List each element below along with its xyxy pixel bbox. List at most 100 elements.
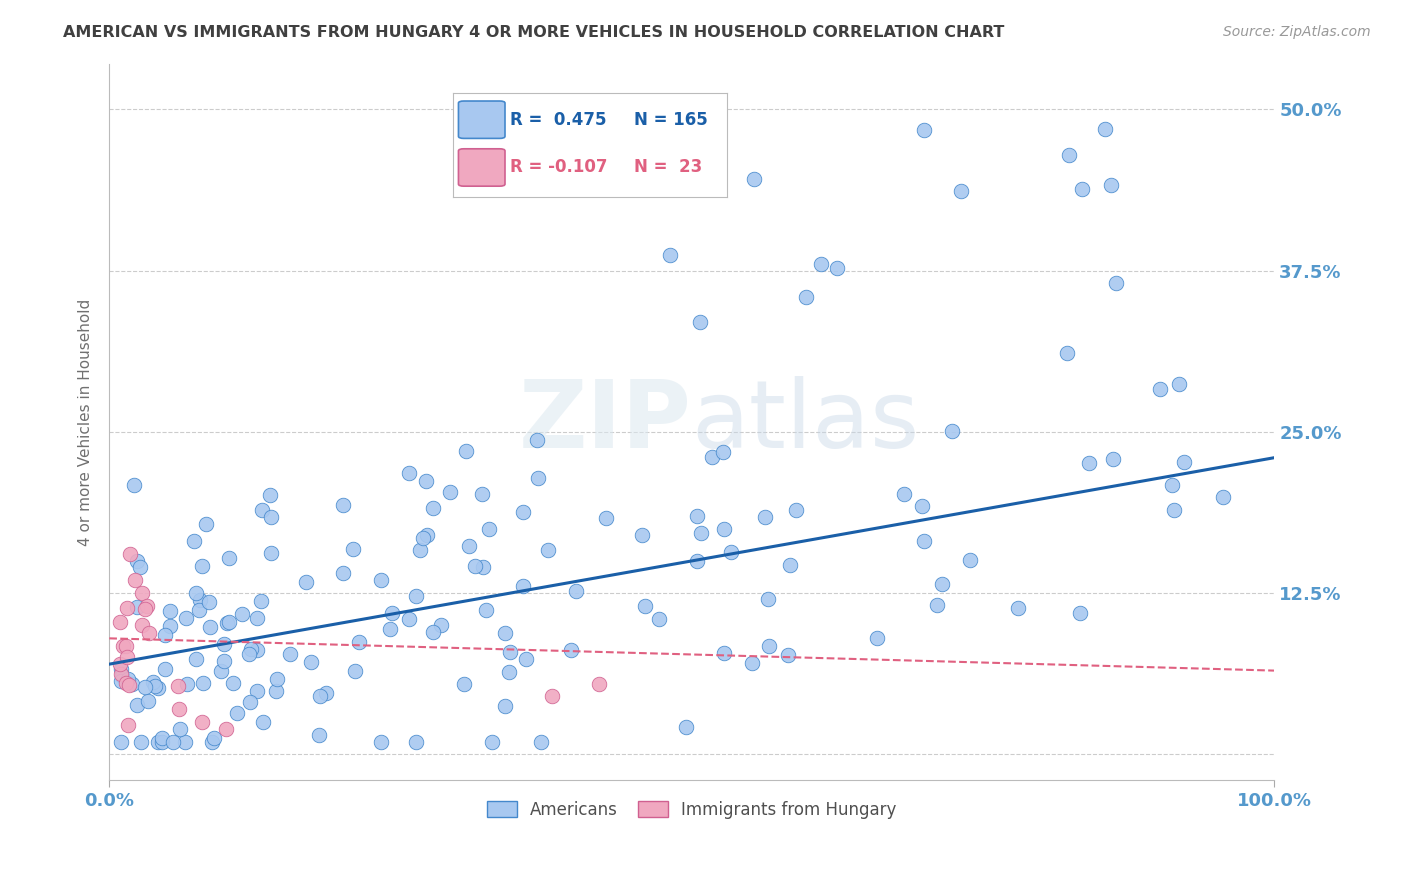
- Point: [246, 684, 269, 698]
- Point: [439, 484, 461, 499]
- Point: [176, 676, 198, 690]
- Point: [959, 553, 981, 567]
- Text: AMERICAN VS IMMIGRANTS FROM HUNGARY 4 OR MORE VEHICLES IN HOUSEHOLD CORRELATION : AMERICAN VS IMMIGRANTS FROM HUNGARY 4 OR…: [63, 25, 1005, 40]
- Point: [184, 586, 207, 600]
- Point: [464, 558, 486, 573]
- Point: [218, 550, 240, 565]
- Point: [332, 498, 354, 512]
- Point: [125, 599, 148, 614]
- Point: [512, 579, 534, 593]
- Point: [110, 662, 132, 676]
- Point: [754, 510, 776, 524]
- Point: [117, 672, 139, 686]
- Point: [1163, 503, 1185, 517]
- Point: [778, 648, 800, 663]
- Point: [153, 662, 176, 676]
- Point: [454, 443, 477, 458]
- Point: [422, 500, 444, 515]
- Point: [259, 488, 281, 502]
- Point: [131, 734, 153, 748]
- Point: [264, 684, 287, 698]
- Point: [370, 574, 392, 588]
- Point: [201, 734, 224, 748]
- Point: [153, 628, 176, 642]
- Point: [127, 698, 149, 713]
- Point: [260, 510, 283, 524]
- Point: [381, 606, 404, 620]
- Point: [515, 652, 537, 666]
- Point: [115, 649, 138, 664]
- Point: [349, 635, 371, 649]
- Point: [912, 533, 935, 548]
- Point: [720, 545, 742, 559]
- Point: [124, 574, 146, 588]
- Point: [125, 554, 148, 568]
- Point: [927, 599, 949, 613]
- Point: [713, 522, 735, 536]
- Point: [675, 720, 697, 734]
- Point: [398, 612, 420, 626]
- Point: [145, 679, 167, 693]
- Point: [238, 647, 260, 661]
- Point: [188, 592, 211, 607]
- Point: [148, 734, 170, 748]
- Point: [138, 626, 160, 640]
- Point: [309, 689, 332, 703]
- Point: [114, 639, 136, 653]
- Point: [481, 734, 503, 748]
- Point: [215, 722, 238, 736]
- Point: [742, 172, 765, 186]
- Point: [266, 672, 288, 686]
- Point: [131, 617, 153, 632]
- Point: [136, 693, 159, 707]
- Point: [245, 611, 267, 625]
- Point: [560, 643, 582, 657]
- Point: [422, 624, 444, 639]
- Point: [110, 667, 132, 681]
- Point: [117, 718, 139, 732]
- Point: [218, 615, 240, 630]
- Point: [128, 559, 150, 574]
- Point: [785, 502, 807, 516]
- Point: [700, 450, 723, 464]
- Point: [931, 577, 953, 591]
- Point: [252, 714, 274, 729]
- Point: [634, 599, 657, 613]
- Point: [183, 534, 205, 549]
- Point: [1212, 490, 1234, 504]
- Point: [278, 648, 301, 662]
- Point: [713, 646, 735, 660]
- Point: [779, 558, 801, 573]
- Point: [1071, 182, 1094, 196]
- Point: [689, 526, 711, 541]
- Point: [741, 657, 763, 671]
- Point: [121, 677, 143, 691]
- Point: [200, 620, 222, 634]
- Legend: Americans, Immigrants from Hungary: Americans, Immigrants from Hungary: [481, 795, 904, 826]
- Point: [240, 642, 263, 657]
- Point: [108, 615, 131, 629]
- Point: [478, 522, 501, 536]
- Point: [472, 559, 495, 574]
- Point: [370, 734, 392, 748]
- Point: [893, 487, 915, 501]
- Point: [134, 680, 156, 694]
- Point: [398, 466, 420, 480]
- Point: [115, 601, 138, 615]
- Point: [191, 558, 214, 573]
- Point: [212, 654, 235, 668]
- Point: [530, 734, 553, 748]
- Point: [458, 539, 481, 553]
- Point: [941, 424, 963, 438]
- Point: [526, 433, 548, 447]
- Point: [471, 487, 494, 501]
- Point: [188, 603, 211, 617]
- Point: [342, 542, 364, 557]
- Point: [252, 503, 274, 517]
- Point: [209, 664, 232, 678]
- Text: Source: ZipAtlas.com: Source: ZipAtlas.com: [1223, 25, 1371, 39]
- Point: [564, 584, 586, 599]
- Point: [1056, 345, 1078, 359]
- Point: [115, 676, 138, 690]
- Point: [174, 734, 197, 748]
